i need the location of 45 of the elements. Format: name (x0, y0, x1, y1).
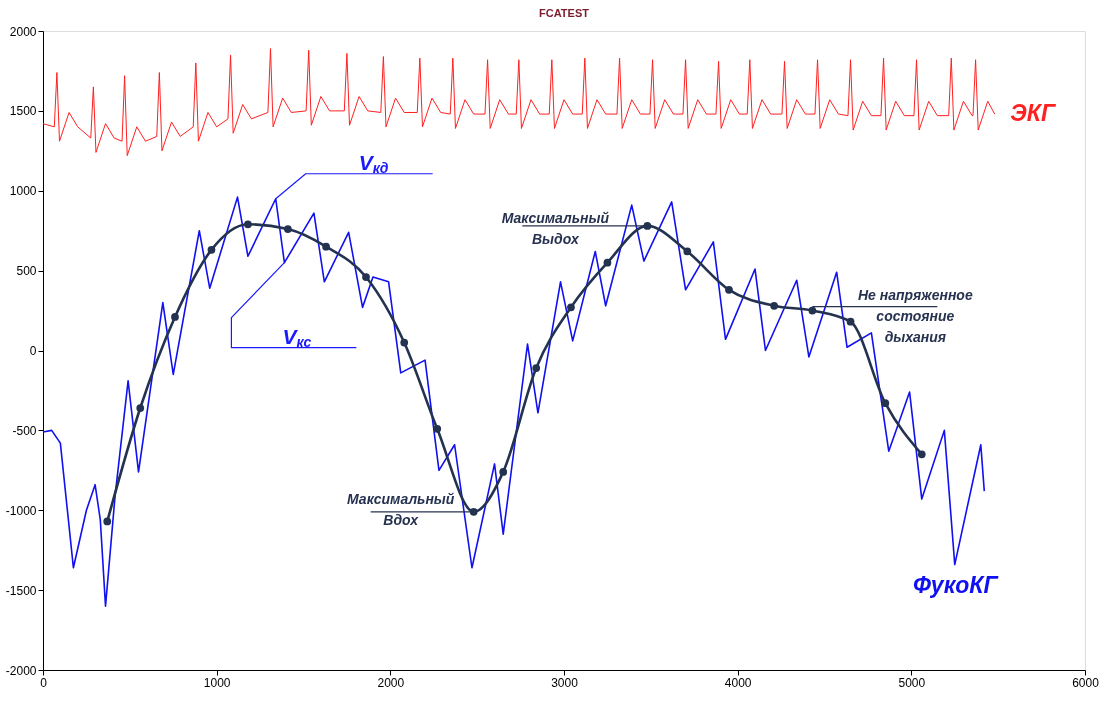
series-label: ЭКГ (1010, 100, 1056, 127)
line-series (42, 48, 996, 157)
point (846, 317, 855, 326)
point (469, 507, 478, 516)
point (103, 517, 112, 526)
y-tick-label: -1000 (5, 503, 37, 518)
point (603, 258, 612, 267)
x-tick-label: 4000 (724, 675, 752, 690)
y-tick-label: 0 (29, 344, 37, 358)
y-tick-label: -1500 (5, 583, 37, 598)
point (171, 313, 179, 321)
y-tick-label: 1000 (9, 184, 37, 199)
y-tick-label: 500 (16, 264, 37, 279)
x-tick-label: 1000 (203, 675, 231, 690)
point (207, 245, 216, 254)
point (284, 225, 292, 233)
y-tick-label: 1500 (9, 104, 37, 119)
annotation: Максимальный Вдох (347, 491, 455, 529)
point (683, 247, 692, 256)
x-tick-label: 2000 (377, 675, 405, 690)
annotation: Не напряженное состояние дыхания (857, 286, 973, 345)
x-tick-label: 6000 (1072, 675, 1100, 690)
annotation: Максимальный Выдох (501, 210, 610, 248)
point (917, 450, 926, 459)
y-tick-label: -500 (12, 423, 37, 438)
y-tick-label: 2000 (9, 24, 37, 39)
point (770, 301, 779, 310)
point (433, 424, 442, 433)
point (244, 220, 252, 229)
point (499, 468, 508, 476)
point (808, 306, 817, 315)
chart-title: FCATEST (539, 7, 590, 19)
x-tick-label: 3000 (551, 675, 579, 690)
point (532, 364, 541, 372)
point (881, 399, 890, 408)
x-tick-label: 0 (40, 675, 48, 690)
x-tick-label: 5000 (898, 675, 926, 690)
point (136, 404, 145, 412)
point (322, 242, 330, 251)
series-label: ФукоКГ (912, 572, 999, 599)
point (362, 273, 370, 281)
y-tick-label: -2000 (5, 663, 37, 678)
point (725, 285, 733, 294)
point (400, 338, 409, 347)
point (567, 303, 575, 312)
